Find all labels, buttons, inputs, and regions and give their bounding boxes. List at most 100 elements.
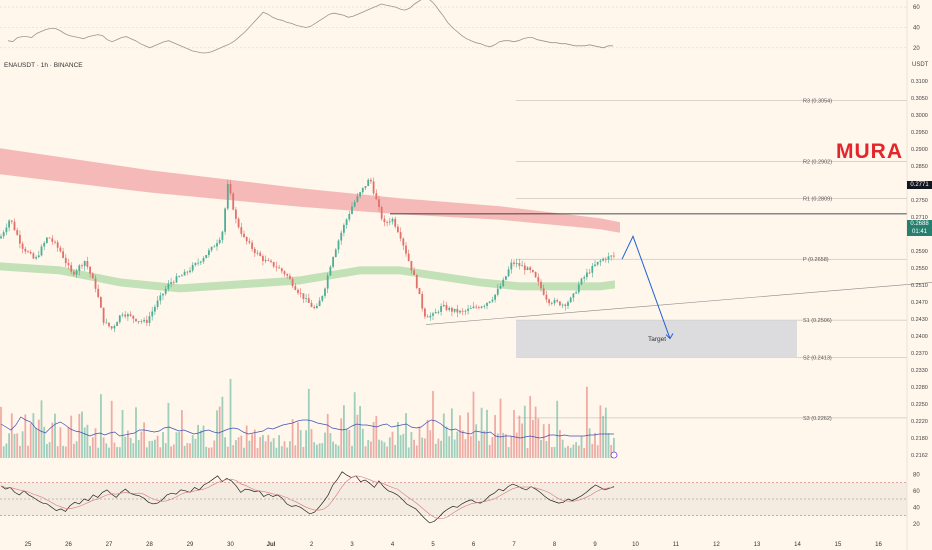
symbol-title: ENAUSDT · 1h · BINANCE	[4, 62, 83, 69]
volume-bar	[145, 447, 148, 458]
axes-layer: 0.31000.30500.30000.29500.29000.28500.28…	[25, 0, 928, 550]
volume-bar	[399, 435, 402, 458]
candle-body	[127, 314, 129, 317]
candle-body	[426, 316, 429, 318]
volume-bar	[540, 439, 542, 458]
candle-body	[478, 307, 480, 309]
candle-body	[137, 321, 140, 322]
candle-body	[534, 271, 537, 278]
volume-bar	[229, 378, 232, 458]
candle-body	[361, 187, 364, 193]
volume-bar	[43, 426, 46, 458]
candle-body	[442, 304, 445, 307]
volume-bar	[521, 423, 523, 458]
countdown-value: 01:41	[911, 229, 927, 235]
candle-body	[332, 257, 334, 267]
top-axis-tick: 20	[913, 46, 920, 52]
volume-bar	[267, 435, 270, 458]
volume-bar	[16, 433, 19, 458]
volume-bar	[73, 443, 75, 458]
candle-body	[259, 252, 262, 257]
candle-body	[253, 248, 256, 253]
volume-bar	[316, 444, 318, 458]
candle-body	[318, 300, 321, 307]
pivot-label: S1 (0.2506)	[803, 318, 832, 324]
candle-body	[586, 272, 588, 278]
candle-body	[294, 286, 297, 290]
volume-bar	[118, 447, 121, 458]
candle-body	[407, 253, 410, 261]
candle-body	[575, 292, 577, 294]
volume-bar	[78, 413, 81, 458]
candle-body	[140, 321, 143, 322]
time-axis-tick: 4	[391, 542, 395, 548]
candle-body	[35, 257, 37, 259]
volume-bar	[94, 428, 97, 458]
price-axis-tick: 0.3000	[911, 113, 928, 119]
volume-bar	[245, 425, 248, 458]
currency-label: USDT	[912, 62, 929, 68]
volume-bar	[175, 432, 178, 458]
candle-body	[291, 279, 294, 287]
candle-body	[205, 254, 208, 259]
volume-bar	[442, 413, 445, 458]
candle-body	[286, 274, 289, 276]
candle-body	[78, 265, 81, 271]
candle-body	[278, 267, 280, 269]
candle-body	[348, 213, 351, 220]
candle-body	[572, 293, 575, 298]
volume-ma-line	[0, 416, 614, 439]
candle-body	[154, 306, 156, 312]
volume-bar	[280, 446, 283, 458]
volume-bar	[380, 440, 383, 458]
volume-bar	[194, 438, 197, 458]
candle-body	[262, 256, 264, 262]
volume-bar	[569, 447, 572, 458]
candle-body	[475, 306, 478, 308]
candle-body	[472, 306, 475, 309]
time-axis-tick: 29	[187, 542, 194, 548]
volume-bar	[54, 413, 56, 458]
price-axis-tick: 0.2430	[911, 317, 928, 323]
volume-bar	[186, 443, 189, 458]
volume-bar	[386, 446, 388, 458]
candle-body	[37, 255, 40, 258]
volume-bar	[253, 429, 256, 458]
price-axis-tick: 0.2470	[911, 300, 928, 306]
candle-body	[434, 312, 437, 314]
price-axis-tick: 0.2370	[911, 351, 928, 357]
candle-body	[8, 220, 10, 228]
candle-body	[62, 251, 64, 258]
volume-bar	[529, 396, 532, 458]
candle-body	[370, 179, 372, 182]
candle-body	[356, 196, 359, 202]
volume-bar	[216, 410, 218, 458]
candle-body	[105, 322, 108, 324]
top-oscillator-panel: 60 40 20	[0, 0, 920, 54]
volume-bar	[494, 415, 496, 458]
candle-body	[583, 277, 586, 279]
candle-body	[164, 288, 167, 294]
volume-bar	[559, 430, 561, 458]
candle-body	[507, 269, 510, 277]
candle-body	[56, 242, 59, 248]
candle-body	[162, 293, 164, 296]
volume-bar	[164, 443, 167, 458]
candle-body	[46, 237, 48, 243]
candle-body	[397, 226, 399, 233]
candle-body	[429, 315, 432, 318]
candle-body	[451, 307, 453, 312]
candle-body	[132, 315, 135, 319]
volume-bar	[156, 435, 159, 458]
time-axis-tick: 30	[227, 542, 234, 548]
time-axis-tick: 9	[593, 542, 597, 548]
volume-bar	[610, 445, 613, 458]
candle-body	[577, 284, 580, 293]
candle-body	[102, 307, 105, 323]
volume-bar	[286, 447, 289, 458]
volume-bar	[361, 428, 364, 458]
volume-bar	[510, 435, 513, 458]
volume-bar	[326, 413, 329, 458]
volume-bar	[378, 439, 380, 458]
